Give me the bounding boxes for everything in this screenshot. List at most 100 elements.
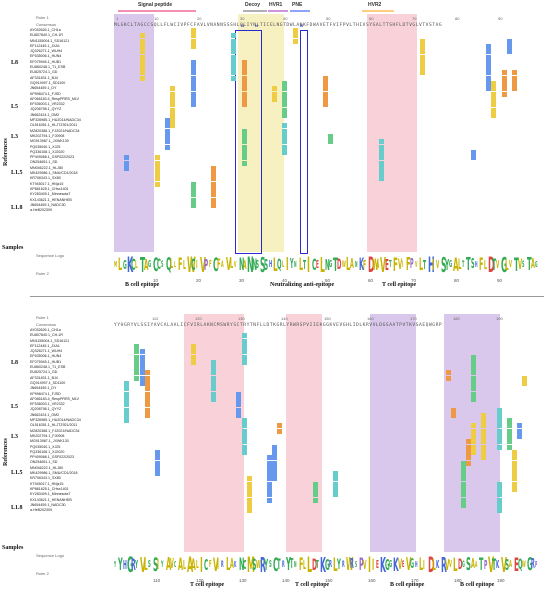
variant-cell (134, 349, 140, 355)
variant-cell (190, 65, 196, 71)
logo-letter: L (320, 253, 326, 277)
top-tick: 160 (367, 316, 374, 321)
logo-letter: V (169, 557, 174, 572)
bottom-tick: 50 (325, 278, 331, 283)
logo-letter: R (260, 553, 266, 577)
variant-cell (333, 471, 339, 477)
logo-letter: M (247, 553, 256, 577)
variant-cell (496, 418, 502, 424)
logo-letter: I (285, 254, 289, 275)
variant-cell (190, 75, 196, 81)
variant-cell (241, 149, 247, 155)
sequence-name: JQ208798.1_QYYZ (30, 107, 62, 112)
decoy-bar (243, 10, 267, 12)
variant-cell (246, 481, 252, 487)
variant-cell (486, 65, 492, 71)
variant-cell (190, 43, 196, 49)
logo-letter: Y (264, 556, 269, 574)
logo-letter: L (431, 555, 436, 574)
group-label-L8: L8 (11, 360, 19, 366)
variant-cell (241, 86, 247, 92)
logo-letter: V (199, 253, 206, 277)
variant-cell (139, 349, 145, 355)
top-tick: 110 (152, 316, 159, 321)
variant-cell (241, 102, 247, 108)
variant-cell (292, 38, 298, 44)
logo-letter: R (281, 560, 285, 570)
sequence-name: AF331831.1_BJ4 (30, 75, 58, 80)
variant-cell (139, 59, 145, 65)
variant-cell (154, 181, 160, 187)
variant-cell (511, 449, 517, 455)
logo-letter: K (436, 558, 440, 571)
logo-letter: I (423, 558, 426, 572)
logo-letter: F (363, 258, 367, 272)
logo-letter: G (122, 258, 127, 272)
variant-cell (241, 354, 247, 360)
variant-cell (154, 460, 160, 466)
sequence-name: MG913987.1_JXWK130 (30, 139, 69, 144)
logo-letter: G (389, 559, 393, 570)
sequence-name: PQ336108.1_XJ2020 (30, 149, 65, 154)
variant-cell (139, 75, 145, 81)
variant-cell (190, 202, 196, 208)
variant-cell (491, 91, 497, 97)
sequence-name: ON254651.1_SD (30, 460, 58, 465)
variant-cell (241, 428, 247, 434)
pne-label: PNE (292, 2, 303, 8)
logo-letter: F (479, 255, 484, 275)
logo-letter: G (148, 259, 152, 270)
logo-letter: T (466, 254, 472, 275)
hvr1-label: HVR1 (269, 2, 283, 8)
logo-letter: A (178, 555, 184, 575)
variant-cell (231, 65, 237, 71)
variant-cell (170, 86, 176, 92)
sequence-name: AF066183.4_RespPRRS_MLV (30, 96, 80, 101)
variant-cell (496, 423, 502, 429)
variant-cell (170, 91, 176, 97)
variant-cell (496, 502, 502, 508)
variant-cell (190, 86, 196, 92)
logo-letter: W (341, 260, 346, 270)
variant-cell (282, 91, 288, 97)
logo-letter: A (350, 257, 355, 272)
top-tick: 20 (197, 16, 202, 21)
panel-separator (30, 296, 544, 297)
logo-letter: V (449, 559, 453, 570)
sequence-name: PQ035040.1_XJ25 (30, 144, 61, 149)
variant-cell (511, 471, 517, 477)
logo-letter: T (139, 253, 145, 277)
variant-cell (282, 107, 288, 113)
variant-cell (236, 391, 242, 397)
ruler1-label: Ruler 1 (36, 315, 49, 320)
logo-letter: T (290, 557, 294, 572)
sequence-name: MF326985.1_HUZ014/NADC34 (30, 418, 81, 423)
variant-cell (501, 86, 507, 92)
logo-letter: K (393, 554, 399, 576)
sequence-name: MK202794.1_FJ0908 (30, 133, 65, 138)
variant-cell (241, 423, 247, 429)
logo-letter: L (118, 255, 123, 275)
logo-letter: G (328, 259, 332, 270)
logo-letter: P (410, 257, 415, 272)
variant-cell (312, 481, 318, 487)
variant-cell (190, 70, 196, 76)
variant-cell (170, 123, 176, 129)
variant-cell (139, 43, 145, 49)
variant-cell (165, 128, 170, 134)
sequence-name: EU860248.1_T1_ESB (30, 365, 66, 370)
logo-letter: F (217, 257, 221, 273)
logo-letter: I (199, 553, 203, 577)
variant-cell (272, 96, 278, 102)
variant-cell (241, 338, 247, 344)
bottom-tick: 110 (153, 578, 161, 583)
variant-cell (139, 70, 145, 76)
logo-letter: Y (118, 555, 123, 575)
logo-letter: W (522, 560, 526, 570)
sequence-name: KP861625.1_CHsx1401 (30, 186, 69, 191)
logo-letter: L (225, 554, 231, 575)
variant-cell (190, 197, 196, 203)
logo-letter: G (462, 560, 465, 570)
variant-cell (272, 86, 278, 92)
variant-cell (333, 476, 339, 482)
